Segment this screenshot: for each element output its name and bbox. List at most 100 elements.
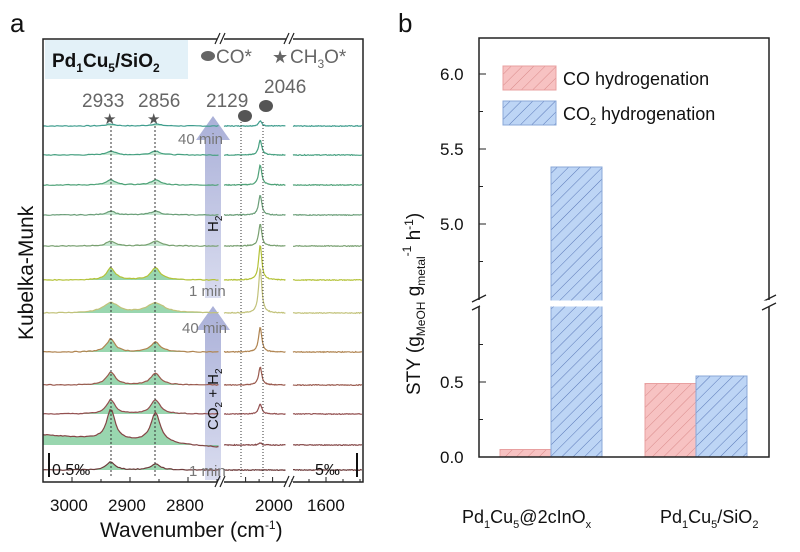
legend-ch3o: CH3O*	[290, 47, 347, 71]
xtick-2900: 2900	[108, 496, 146, 515]
co-marker-icon	[238, 110, 252, 122]
spectrum-trace-8	[43, 327, 363, 354]
legend-co: CO*	[216, 47, 253, 68]
co2h2-start-label: 1 min	[189, 463, 226, 480]
h2-arrow	[196, 116, 230, 298]
category-label-2: Pd1Cu5/SiO2	[660, 507, 758, 531]
ch3o-peak-fill	[43, 338, 219, 353]
spectrum-line	[292, 213, 363, 217]
peak-guide-lines	[110, 122, 264, 478]
co-marker-icon	[201, 51, 215, 61]
spectrum-trace-4	[42, 194, 363, 217]
sample-label-box	[45, 40, 188, 79]
sample-label: Pd1Cu5/SiO2	[52, 51, 160, 75]
co-marker-icon	[259, 100, 273, 112]
spectrum-line	[223, 366, 286, 386]
bar-co2-1	[550, 166, 603, 458]
ch3o-peak-fill	[43, 302, 219, 314]
spectrum-trace-1	[42, 120, 363, 128]
y-tick-label: 0.5	[440, 373, 464, 392]
spectrum-line	[223, 468, 286, 472]
star-icon: ★	[103, 111, 116, 128]
spectrum-line	[223, 139, 286, 156]
h2-arrow-label: H2	[205, 215, 225, 232]
legend-co2-hydrogenation: CO2 hydrogenation	[563, 104, 715, 128]
spectrum-trace-5	[42, 223, 363, 248]
co2h2-end-label: 40 min	[182, 320, 227, 337]
spectra-traces	[42, 120, 363, 472]
spectrum-line	[223, 245, 286, 281]
y-tick-labels: 0.0 0.5 5.0 5.5 6.0	[440, 65, 464, 467]
y-tick-label: 5.5	[440, 140, 464, 159]
spectrum-line	[223, 194, 286, 216]
xtick-1600: 1600	[307, 496, 345, 515]
spectrum-trace-10	[42, 398, 363, 416]
spectrum-line	[42, 179, 219, 186]
star-icon: ★	[272, 47, 288, 67]
spectrum-line	[43, 338, 219, 353]
co2-h2-arrow	[196, 306, 230, 480]
spectrum-line	[42, 266, 219, 281]
y-tick-label: 5.0	[440, 215, 464, 234]
spectrum-line	[292, 124, 363, 128]
y-axis-label: Kubelka-Munk	[15, 205, 38, 340]
scale-bar-right-label: 5‰	[315, 462, 340, 479]
spectrum-line	[292, 311, 362, 315]
spectrum-trace-2	[42, 139, 363, 157]
spectrum-line	[223, 327, 286, 353]
scale-bar-left-label: 0.5‰	[52, 462, 90, 479]
spectrum-line	[293, 443, 363, 447]
legend-co-hydrogenation: CO hydrogenation	[563, 69, 709, 89]
spectrum-line	[223, 267, 286, 314]
spectrum-line	[223, 223, 286, 247]
spectrum-line	[42, 371, 219, 386]
spectrum-line	[42, 461, 219, 471]
spectrum-line	[42, 301, 219, 314]
bar-co2-2	[695, 375, 748, 458]
spectrum-line	[223, 120, 286, 128]
spectrum-trace-3	[42, 164, 363, 187]
xtick-2800: 2800	[166, 496, 204, 515]
spectrum-line	[292, 183, 363, 187]
spectrum-line	[224, 403, 286, 415]
y-tick-label: 6.0	[440, 65, 464, 84]
panel-label-a: a	[10, 8, 25, 38]
legend-swatch-co2	[502, 100, 557, 126]
x-axis-ticks	[71, 477, 361, 482]
y-tick-label: 0.0	[440, 448, 464, 467]
spectrum-line	[42, 150, 219, 156]
spectrum-line	[292, 278, 363, 282]
h2-start-label: 1 min	[189, 283, 226, 300]
y-axis-label-b: STY (gMeOH gmetal-1 h-1)	[400, 213, 428, 395]
spectrum-line	[42, 123, 219, 127]
peak-label-2933: 2933	[82, 91, 124, 112]
co2h2-arrow-label: CO2 + H2	[205, 368, 225, 430]
ch3o-peak-fill	[43, 409, 219, 447]
spectrum-line	[42, 398, 219, 415]
spectrum-line	[42, 408, 219, 448]
category-label-1: Pd1Cu5@2cInOx	[462, 507, 592, 531]
spectrum-line	[42, 209, 219, 216]
spectrum-trace-11	[42, 408, 363, 448]
spectrum-line	[223, 442, 286, 447]
peak-label-2129: 2129	[206, 91, 248, 112]
bars	[499, 166, 748, 458]
xtick-2000: 2000	[255, 496, 293, 515]
spectrum-line	[293, 468, 363, 472]
spectrum-trace-9	[42, 366, 362, 387]
spectrum-line	[292, 383, 362, 387]
bar-co-1	[499, 449, 552, 458]
panel-label-b: b	[398, 8, 412, 38]
xtick-3000: 3000	[50, 496, 88, 515]
h2-end-label: 40 min	[178, 131, 223, 148]
peak-label-2046: 2046	[264, 77, 306, 98]
spectrum-line	[292, 412, 363, 416]
x-axis-label: Wavenumber (cm-1)	[100, 518, 283, 542]
bar-co-2	[644, 383, 697, 458]
spectrum-trace-6	[42, 245, 363, 282]
spectrum-line	[42, 240, 219, 247]
spectrum-line	[223, 164, 286, 187]
spectrum-trace-7	[42, 267, 362, 315]
spectrum-trace-12	[42, 461, 363, 472]
